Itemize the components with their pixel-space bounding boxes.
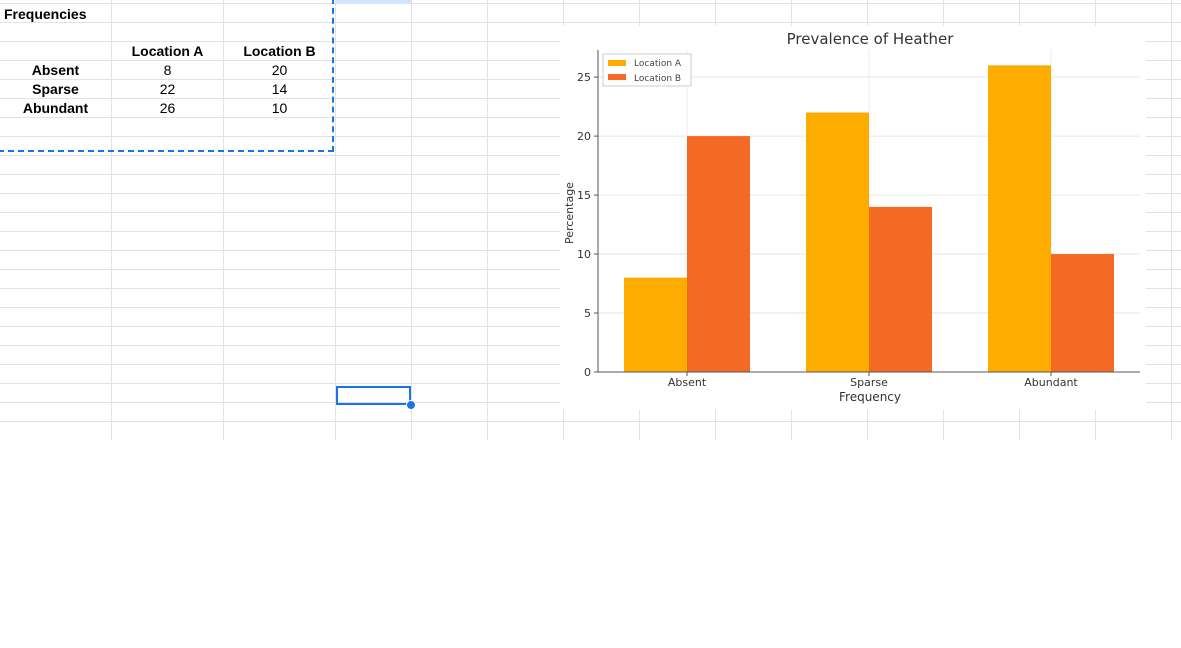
embedded-chart[interactable]: Prevalence of Heather Frequency Percenta… bbox=[560, 26, 1146, 410]
column-header-selected bbox=[336, 0, 411, 4]
grid-row-line bbox=[0, 22, 1181, 23]
bar-chart: Prevalence of Heather Frequency Percenta… bbox=[563, 30, 1140, 404]
grid-column-line bbox=[335, 0, 336, 440]
chart-y-tick-label: 5 bbox=[584, 307, 591, 320]
grid-column-line bbox=[487, 0, 488, 440]
cell-sparse-b[interactable]: 14 bbox=[271, 81, 288, 97]
cell-abundant-b[interactable]: 10 bbox=[271, 100, 288, 116]
fill-handle[interactable] bbox=[406, 400, 416, 410]
header-location-a[interactable]: Location A bbox=[131, 43, 204, 59]
chart-y-tick-label: 0 bbox=[584, 366, 591, 379]
grid-column-line bbox=[411, 0, 412, 440]
bar-sparse-location-a bbox=[806, 112, 869, 372]
chart-bars bbox=[624, 65, 1114, 373]
chart-y-ticks: 0 5 10 15 20 25 bbox=[577, 71, 598, 379]
cell-absent-a[interactable]: 8 bbox=[163, 62, 172, 78]
cell-absent-b[interactable]: 20 bbox=[271, 62, 288, 78]
header-location-b[interactable]: Location B bbox=[243, 43, 316, 59]
row-label-abundant[interactable]: Abundant bbox=[22, 100, 89, 116]
chart-x-tick-label: Absent bbox=[668, 376, 707, 389]
legend-box bbox=[602, 53, 692, 87]
bar-absent-location-a bbox=[624, 277, 687, 372]
bar-abundant-location-a bbox=[988, 65, 1051, 373]
chart-x-tick-label: Sparse bbox=[850, 376, 888, 389]
chart-y-tick-label: 15 bbox=[577, 189, 591, 202]
cell-sparse-a[interactable]: 22 bbox=[159, 81, 176, 97]
chart-x-tick-label: Abundant bbox=[1024, 376, 1078, 389]
legend-swatch-location-a bbox=[608, 60, 626, 66]
grid-column-line bbox=[223, 0, 224, 440]
legend-label-location-a: Location A bbox=[634, 59, 682, 69]
bar-absent-location-b bbox=[687, 136, 750, 372]
grid-column-line bbox=[111, 0, 112, 440]
chart-legend: Location A Location B bbox=[602, 53, 692, 87]
grid-column-line bbox=[1171, 0, 1172, 440]
chart-y-tick-label: 25 bbox=[577, 71, 591, 84]
chart-x-ticks: Absent Sparse Abundant bbox=[668, 372, 1078, 389]
cell-abundant-a[interactable]: 26 bbox=[159, 100, 176, 116]
chart-y-tick-label: 10 bbox=[577, 248, 591, 261]
legend-swatch-location-b bbox=[608, 74, 626, 80]
legend-label-location-b: Location B bbox=[634, 74, 681, 84]
grid-row-line bbox=[0, 421, 1181, 422]
chart-y-tick-label: 20 bbox=[577, 130, 591, 143]
grid-row-line bbox=[0, 3, 1181, 4]
active-cell-selection[interactable] bbox=[336, 386, 411, 405]
row-label-absent[interactable]: Absent bbox=[31, 62, 80, 78]
chart-y-axis-label: Percentage bbox=[563, 182, 576, 244]
bar-abundant-location-b bbox=[1051, 254, 1114, 372]
chart-title: Prevalence of Heather bbox=[787, 30, 955, 48]
bar-sparse-location-b bbox=[869, 206, 932, 372]
row-label-sparse[interactable]: Sparse bbox=[32, 81, 79, 97]
cell-a1[interactable]: Frequencies bbox=[4, 6, 87, 22]
chart-x-axis-label: Frequency bbox=[839, 390, 901, 404]
